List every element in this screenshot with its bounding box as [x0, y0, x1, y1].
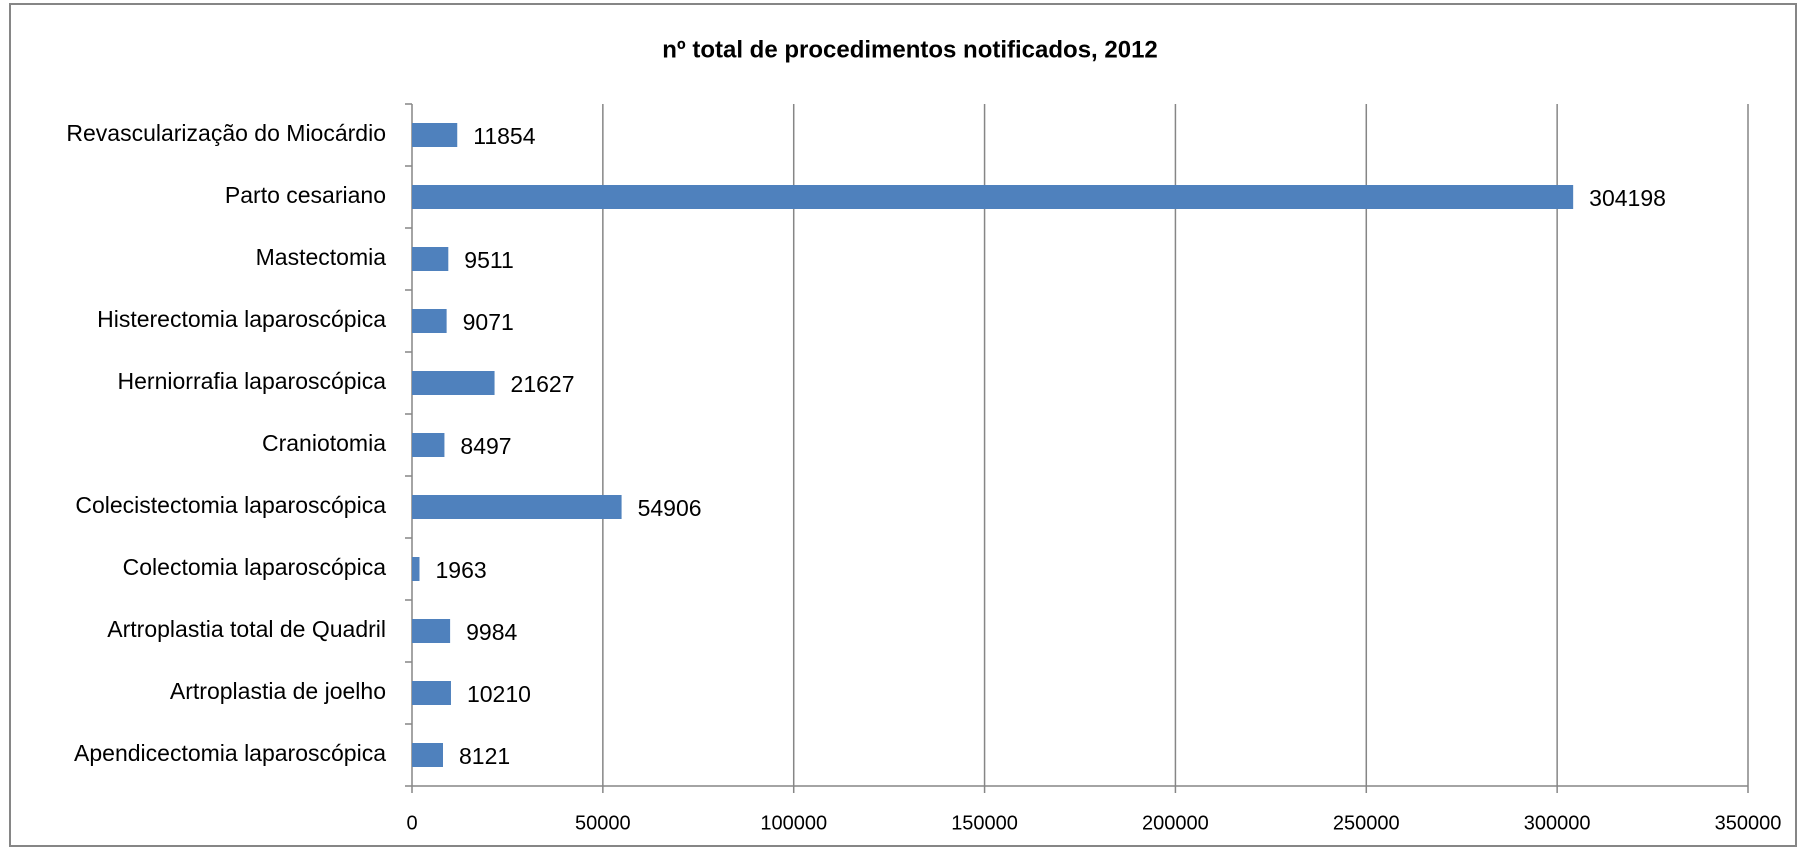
data-label: 1963 — [435, 557, 486, 583]
bar — [412, 371, 495, 395]
y-tick-label: Mastectomia — [256, 244, 387, 270]
chart-frame — [9, 3, 1797, 847]
x-tick-label: 100000 — [760, 812, 827, 834]
data-label: 21627 — [511, 371, 575, 397]
y-tick-label: Histerectomia laparoscópica — [97, 306, 386, 332]
x-tick-label: 200000 — [1142, 812, 1209, 834]
bar — [412, 433, 445, 457]
bar — [412, 123, 458, 147]
bar — [412, 247, 449, 271]
data-label: 54906 — [638, 495, 702, 521]
bar — [412, 743, 443, 767]
bar — [412, 185, 1574, 209]
bar — [412, 309, 447, 333]
data-label: 9984 — [466, 619, 517, 645]
x-tick-label: 350000 — [1715, 812, 1782, 834]
data-label: 304198 — [1589, 185, 1666, 211]
chart-title: nº total de procedimentos notificados, 2… — [662, 36, 1158, 63]
data-label: 8497 — [460, 433, 511, 459]
data-label: 10210 — [467, 681, 531, 707]
data-label: 11854 — [473, 123, 535, 149]
y-tick-label: Parto cesariano — [225, 182, 386, 208]
y-tick-label: Colecistectomia laparoscópica — [75, 492, 386, 518]
data-label: 8121 — [459, 743, 510, 769]
x-tick-label: 300000 — [1524, 812, 1591, 834]
x-tick-label: 0 — [406, 812, 417, 834]
bar — [412, 495, 622, 519]
y-tick-label: Revascularização do Miocárdio — [66, 120, 386, 146]
y-tick-label: Artroplastia total de Quadril — [107, 616, 386, 642]
y-tick-label: Herniorrafia laparoscópica — [118, 368, 387, 394]
y-tick-label: Craniotomia — [262, 430, 386, 456]
x-tick-label: 250000 — [1333, 812, 1400, 834]
bar — [412, 681, 451, 705]
data-label: 9511 — [464, 247, 513, 273]
y-tick-label: Artroplastia de joelho — [170, 678, 386, 704]
bar — [412, 619, 451, 643]
x-tick-label: 50000 — [575, 812, 631, 834]
bar — [412, 557, 420, 581]
y-tick-label: Apendicectomia laparoscópica — [74, 740, 386, 766]
x-tick-label: 150000 — [951, 812, 1018, 834]
y-tick-label: Colectomia laparoscópica — [123, 554, 387, 580]
data-label: 9071 — [463, 309, 514, 335]
